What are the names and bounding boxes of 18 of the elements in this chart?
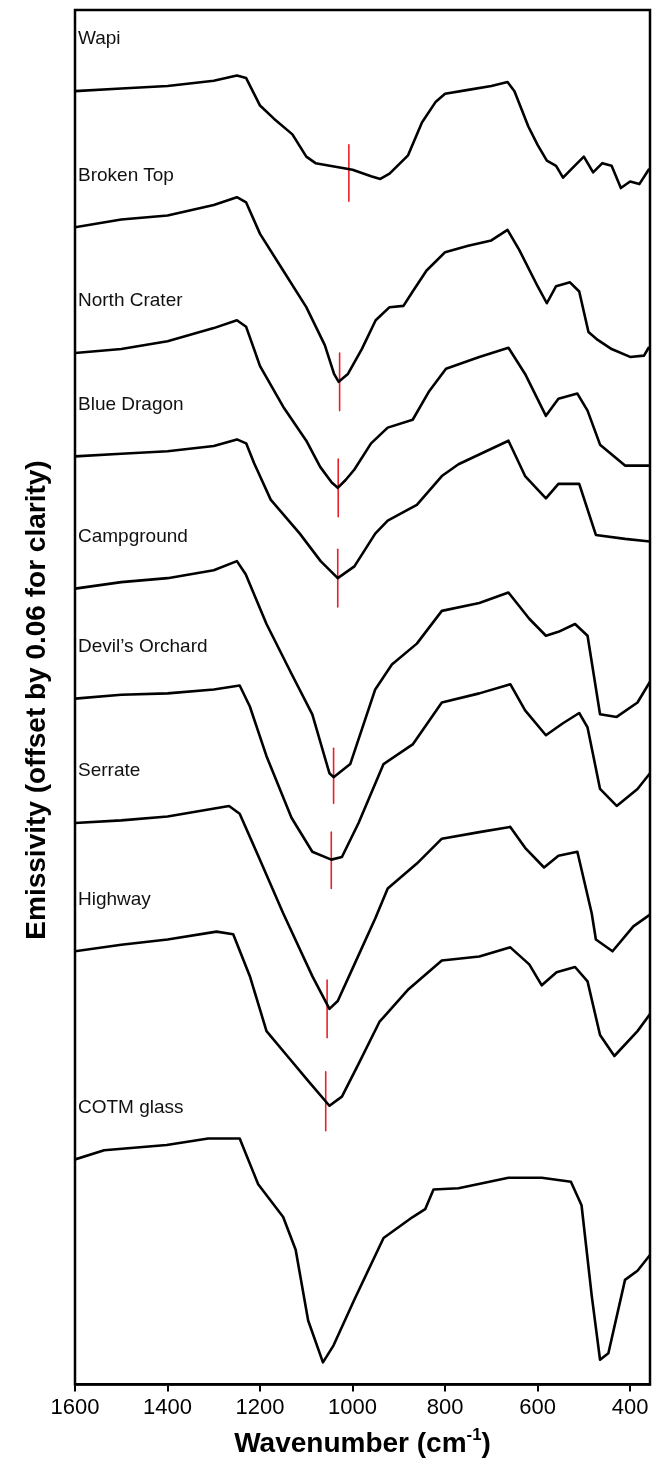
- x-axis-title: Wavenumber (cm$^{-1}$): [233, 1425, 492, 1460]
- series-label: Blue Dragon: [78, 392, 184, 414]
- y-axis-title: Emissivity (offset by 0.06 for clarity): [19, 460, 52, 940]
- series-label: Devil’s Orchard: [78, 634, 208, 656]
- x-tick-label: 1600: [50, 1393, 100, 1419]
- text: Wapi: [78, 27, 121, 49]
- x-tick-label: 1200: [235, 1393, 285, 1419]
- series-label: Broken Top: [78, 163, 174, 185]
- x-tick-label: 1000: [328, 1393, 378, 1419]
- x-tick-label: 600: [519, 1393, 556, 1419]
- x-tick-label: 800: [426, 1393, 464, 1419]
- series-label: Campground: [78, 524, 188, 546]
- text: Serrate: [78, 759, 141, 781]
- x-tick-label: 1400: [143, 1393, 192, 1419]
- series-label: North Crater: [78, 289, 184, 311]
- x-tick-label: 400: [611, 1393, 649, 1419]
- series-label: COTM glass: [78, 1095, 184, 1117]
- series-label: Highway: [78, 887, 152, 909]
